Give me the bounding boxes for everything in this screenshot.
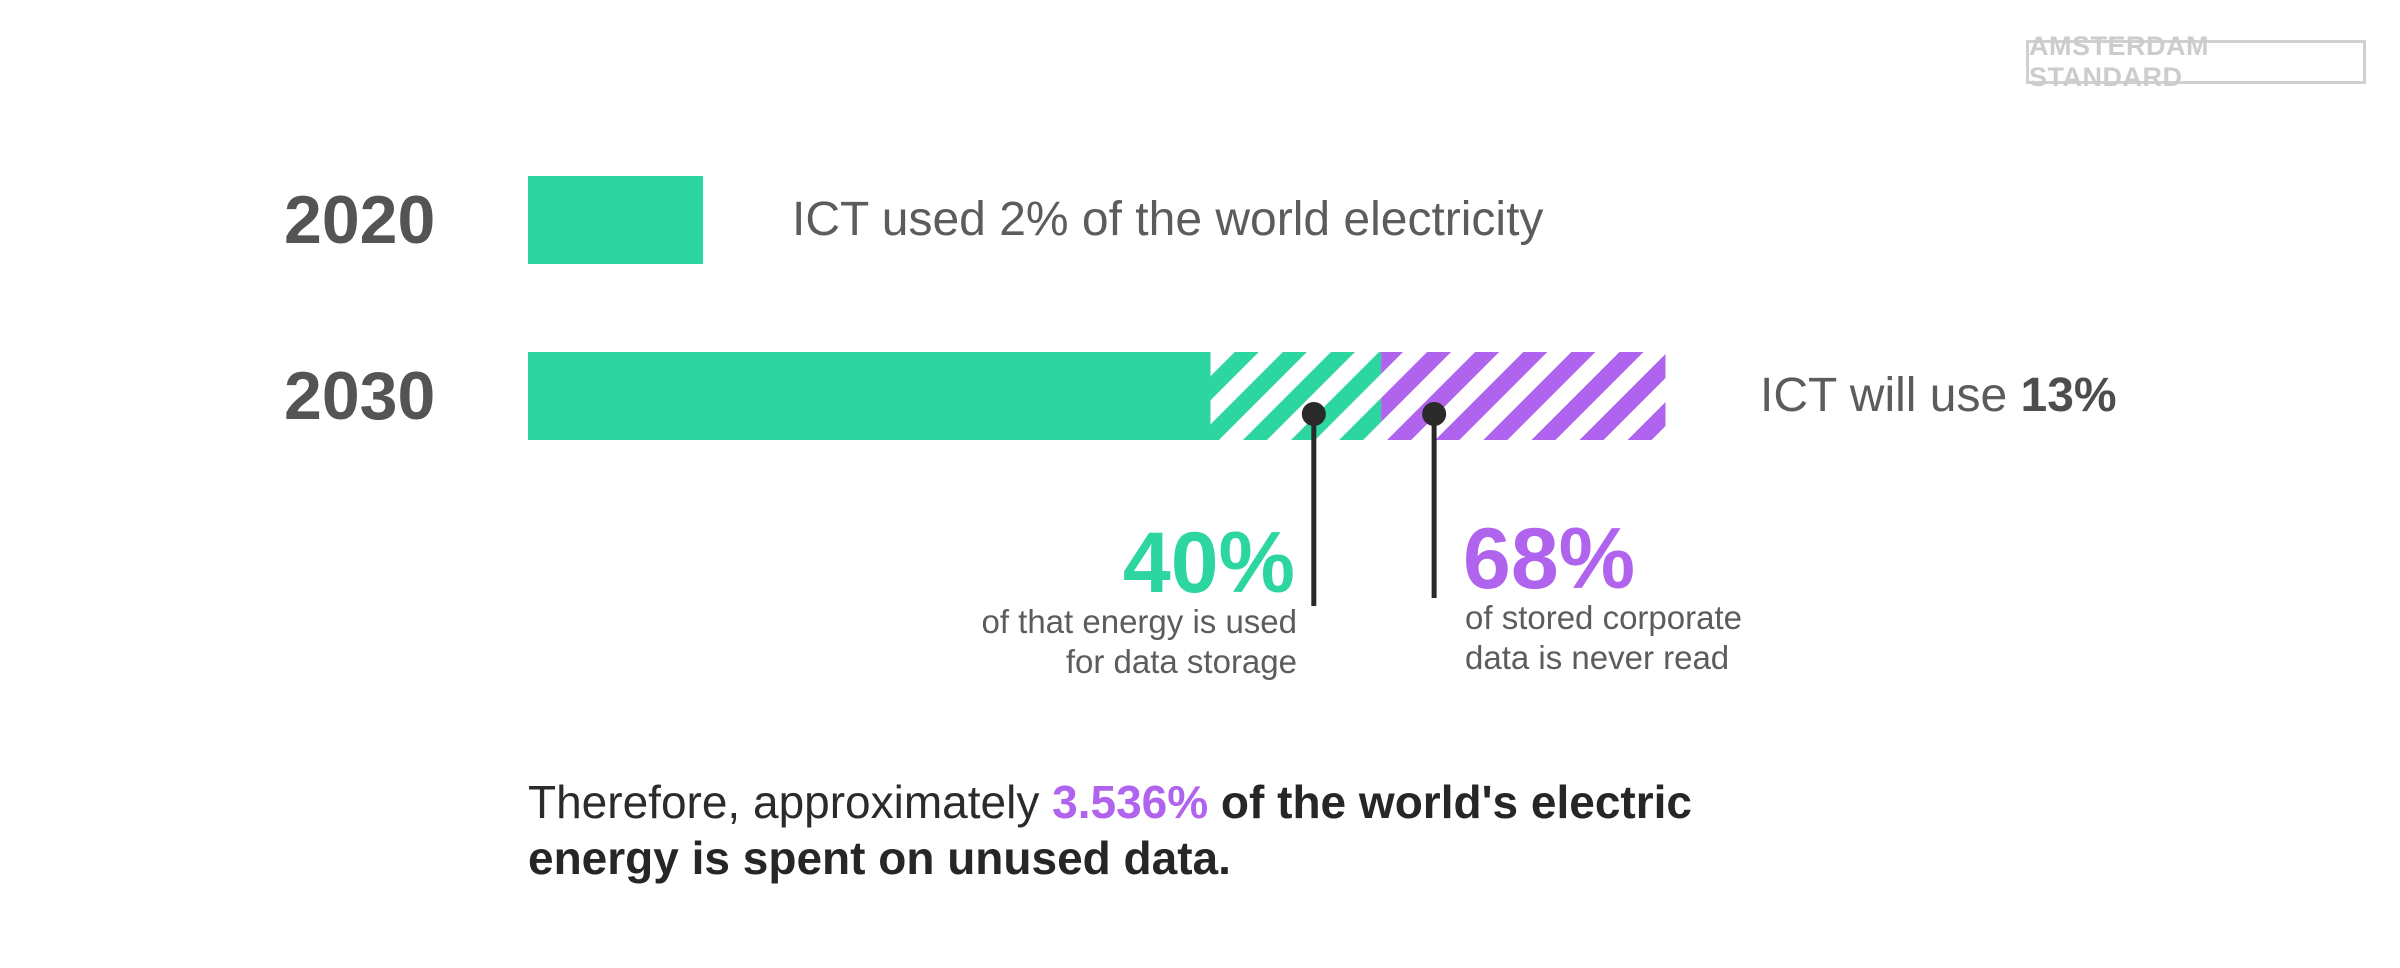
unread-data-value: 68% — [1463, 511, 1636, 607]
unread-data-description: of stored corporate data is never read — [1465, 598, 1742, 678]
caption-2030: ICT will use 13% — [1760, 352, 2117, 440]
storage-share-line2: for data storage — [1065, 643, 1297, 680]
storage-share-value: 40% — [1122, 515, 1295, 611]
unread-marker-dot — [1422, 402, 1447, 426]
caption-2030-prefix: ICT will use — [1760, 369, 2021, 422]
unread-data-line1: of stored corporate — [1465, 599, 1742, 636]
conclusion-value: 3.536% — [1052, 776, 1209, 828]
storage-share-line1: of that energy is used — [981, 603, 1297, 640]
conclusion-bold-rest: of the world's electric energy is spent … — [528, 776, 1692, 884]
year-label-2020: 2020 — [284, 182, 436, 258]
bar-2030-segment-2 — [1210, 352, 1382, 440]
storage-share-description: of that energy is used for data storage — [981, 602, 1297, 682]
unread-data-line2: data is never read — [1465, 639, 1730, 676]
conclusion-text: Therefore, approximately 3.536% of the w… — [528, 774, 1728, 886]
bar-2030-segment-3 — [1381, 352, 1666, 440]
caption-2020: ICT used 2% of the world electricity — [792, 193, 1544, 246]
caption-2030-value: 13% — [2020, 369, 2117, 422]
bar-2020 — [528, 176, 703, 264]
conclusion-prefix: Therefore, approximately — [528, 776, 1053, 828]
bar-2030-segment-1 — [528, 352, 1211, 440]
year-label-2030: 2030 — [284, 358, 436, 434]
storage-marker-dot — [1301, 402, 1326, 426]
